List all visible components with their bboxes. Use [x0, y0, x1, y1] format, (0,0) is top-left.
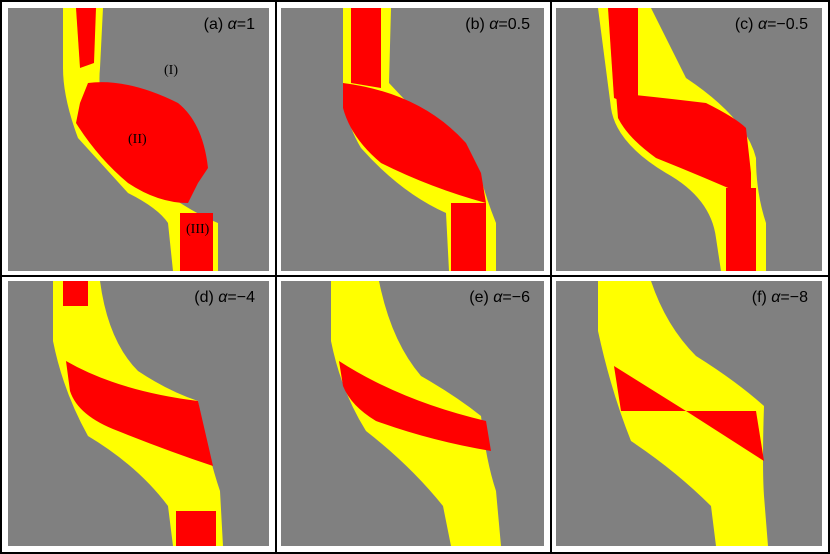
red-central-region [66, 361, 213, 466]
red-channel-top [76, 8, 96, 68]
panel-b-shapes [343, 8, 496, 271]
red-channel-top [608, 8, 638, 108]
frame-middle [0, 275, 830, 277]
yellow-band [63, 8, 218, 271]
panel-d-shapes [53, 281, 223, 546]
red-channel-top [351, 8, 381, 88]
panel-a-shapes [63, 8, 218, 271]
frame-top [0, 0, 830, 2]
frame-right [828, 0, 830, 554]
panel-b-label: (b) α=0.5 [465, 16, 530, 33]
panel-b: (b) α=0.5 [281, 8, 544, 271]
panel-a: (a) α=1 (I) (II) (III) [8, 8, 269, 271]
red-central-region [616, 93, 751, 198]
panel-c-shapes [598, 8, 766, 271]
region-label-iii: (III) [186, 222, 210, 237]
red-central-region [76, 82, 208, 203]
panel-f: (f) α=−8 [556, 281, 822, 546]
panel-d-label: (d) α=−4 [194, 289, 255, 306]
red-central-region [343, 83, 486, 203]
panel-e: (e) α=−6 [281, 281, 544, 546]
red-channel-top [63, 281, 88, 306]
panel-f-label: (f) α=−8 [751, 289, 808, 306]
panel-c-label: (c) α=−0.5 [734, 16, 808, 33]
region-label-i: (I) [164, 63, 178, 78]
panel-c: (c) α=−0.5 [556, 8, 822, 271]
panel-a-label: (a) α=1 [203, 16, 255, 33]
red-central-region [339, 361, 491, 451]
frame-left [0, 0, 2, 554]
panel-e-label: (e) α=−6 [469, 289, 530, 306]
yellow-band [598, 281, 768, 546]
red-channel-bottom [726, 188, 756, 271]
frame-divider-2 [550, 0, 552, 554]
red-region-lower [686, 411, 764, 461]
panel-d: (d) α=−4 [8, 281, 269, 546]
region-label-ii: (II) [128, 132, 147, 147]
frame-divider-1 [275, 0, 277, 554]
red-region-upper [614, 366, 686, 411]
red-channel-bottom [451, 203, 486, 271]
red-channel-bottom [180, 213, 213, 271]
panel-f-shapes [598, 281, 768, 546]
frame-bottom [0, 552, 830, 554]
panel-e-shapes [331, 281, 501, 546]
red-channel-bottom [176, 511, 216, 546]
